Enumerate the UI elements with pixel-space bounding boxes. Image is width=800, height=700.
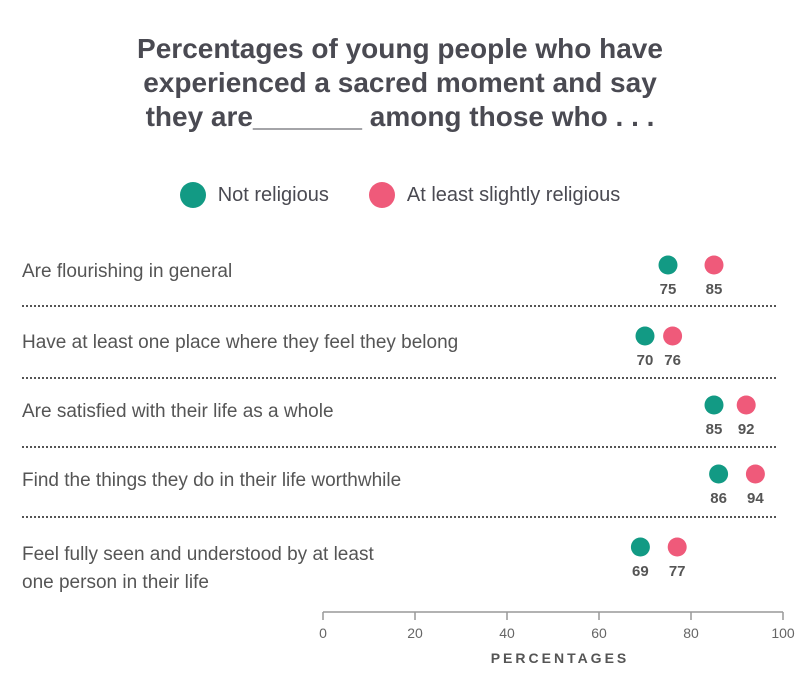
data-label: 70 — [637, 352, 654, 369]
data-label: 77 — [669, 563, 686, 580]
x-tick-label: 0 — [319, 625, 327, 641]
legend-label: At least slightly religious — [406, 183, 621, 206]
x-tick-label: 80 — [683, 625, 699, 641]
category-label: Are flourishing in general — [22, 261, 232, 282]
category-label: Find the things they do in their life wo… — [22, 470, 401, 491]
legend-swatch — [179, 182, 206, 208]
data-point — [663, 326, 683, 346]
category-label: one person in their life — [22, 572, 209, 593]
data-point — [709, 464, 729, 484]
data-point — [667, 537, 687, 557]
data-point — [704, 395, 724, 415]
data-label: 94 — [747, 490, 764, 507]
data-label: 85 — [706, 421, 723, 438]
legend-swatch — [368, 182, 395, 208]
data-point — [635, 326, 655, 346]
data-point — [658, 255, 678, 275]
legend-label: Not religious — [217, 183, 329, 206]
title-line: they are_______ among those who . . . — [145, 101, 655, 132]
title-line: Percentages of young people who have — [137, 33, 663, 64]
title-line: experienced a sacred moment and say — [143, 67, 657, 98]
category-label: Have at least one place where they feel … — [22, 332, 458, 353]
data-label: 92 — [738, 421, 755, 438]
chart-title: Percentages of young people who have exp… — [0, 32, 800, 134]
x-tick-label: 20 — [407, 625, 423, 641]
data-point — [704, 255, 724, 275]
x-tick-label: 60 — [591, 625, 607, 641]
legend-item-religious: At least slightly religious — [368, 182, 621, 208]
category-label: Are satisfied with their life as a whole — [22, 401, 334, 422]
x-tick-label: 40 — [499, 625, 515, 641]
data-label: 76 — [664, 352, 681, 369]
data-point — [736, 395, 756, 415]
data-label: 85 — [706, 281, 723, 298]
data-label: 86 — [710, 490, 727, 507]
data-point — [630, 537, 650, 557]
legend-item-not-religious: Not religious — [179, 182, 329, 208]
x-tick-label: 100 — [771, 625, 795, 641]
x-axis-label: PERCENTAGES — [491, 650, 630, 666]
legend: Not religious At least slightly religiou… — [0, 182, 800, 208]
data-label: 75 — [660, 281, 677, 298]
data-point — [745, 464, 765, 484]
category-label: Feel fully seen and understood by at lea… — [22, 544, 374, 565]
data-label: 69 — [632, 563, 649, 580]
